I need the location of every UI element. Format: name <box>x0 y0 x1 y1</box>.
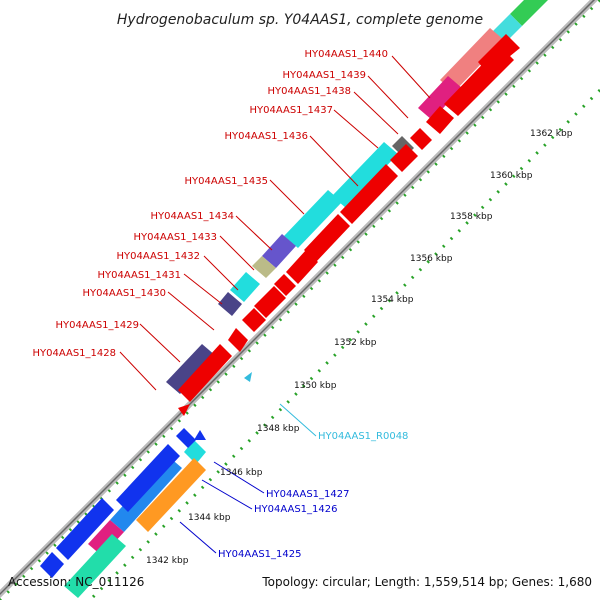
cog-block <box>418 76 462 120</box>
cog-track-outer <box>64 0 548 598</box>
tick-label: 1344 kbp <box>188 513 231 523</box>
gene-label-1429[interactable]: HY04AAS1_1429 <box>56 320 139 331</box>
genome-summary-text: Topology: circular; Length: 1,559,514 bp… <box>261 575 592 589</box>
cog-block <box>332 142 398 208</box>
gene-arrow-1430 <box>242 308 266 332</box>
tick-label: 1358 kbp <box>450 212 493 222</box>
gene-arrow-1431 <box>254 286 286 318</box>
gene-label-1426[interactable]: HY04AAS1_1426 <box>254 504 337 515</box>
gene-arrow-1429 <box>228 328 248 352</box>
gene-arrow-1428 <box>178 344 232 402</box>
gene-label-1427[interactable]: HY04AAS1_1427 <box>266 489 349 500</box>
tick-label: 1342 kbp <box>146 556 189 566</box>
gene-label-1432[interactable]: HY04AAS1_1432 <box>117 251 200 262</box>
gene-label-1430[interactable]: HY04AAS1_1430 <box>83 288 166 299</box>
gene-label-1439[interactable]: HY04AAS1_1439 <box>283 70 366 81</box>
gene-arrow-1437 <box>410 128 432 150</box>
tick-label: 1348 kbp <box>257 424 300 434</box>
gene-label-1438[interactable]: HY04AAS1_1438 <box>268 86 351 97</box>
tick-label: 1346 kbp <box>220 468 263 478</box>
gene-label-1434[interactable]: HY04AAS1_1434 <box>151 211 234 222</box>
cog-block <box>252 256 276 278</box>
reverse-gene-labels: HY04AAS1_1427 HY04AAS1_1426 HY04AAS1_142… <box>218 489 349 560</box>
tick-label: 1362 kbp <box>530 129 573 139</box>
cog-block <box>166 344 216 394</box>
gene-label-1433[interactable]: HY04AAS1_1433 <box>134 232 217 243</box>
accession-text: Accession: NC_011126 <box>8 575 144 589</box>
cog-block <box>88 520 124 556</box>
gene-arrow-1436 <box>390 144 418 172</box>
cog-block <box>510 0 548 26</box>
reverse-leader-lines <box>179 461 265 554</box>
gene-arrow-1438 <box>426 106 454 134</box>
gene-arrow-1435 <box>340 164 398 224</box>
cog-block <box>110 456 182 532</box>
rna-arrow-r0048 <box>244 372 252 382</box>
tick-label: 1352 kbp <box>334 338 377 348</box>
rna-leader-line <box>279 403 317 437</box>
gene-label-1425[interactable]: HY04AAS1_1425 <box>218 549 301 560</box>
gene-label-r0048[interactable]: HY04AAS1_R0048 <box>318 431 408 442</box>
tick-label: 1350 kbp <box>294 381 337 391</box>
cog-block <box>230 272 260 302</box>
forward-gene-labels: HY04AAS1_1440 HY04AAS1_1439 HY04AAS1_143… <box>33 49 388 359</box>
cog-block <box>218 292 242 316</box>
cog-block <box>440 28 504 92</box>
gene-arrow-1426 <box>116 444 180 512</box>
gene-arrow-1439 <box>444 46 514 116</box>
tick-label: 1356 kbp <box>410 254 453 264</box>
tick-label: 1360 kbp <box>490 171 533 181</box>
reverse-strand-genes <box>40 372 252 578</box>
gene-label-1435[interactable]: HY04AAS1_1435 <box>185 176 268 187</box>
gene-label-1440[interactable]: HY04AAS1_1440 <box>305 49 388 60</box>
cog-block <box>262 234 296 268</box>
cog-block <box>284 190 342 248</box>
gene-arrow-1433 <box>286 250 318 284</box>
gene-label-1437[interactable]: HY04AAS1_1437 <box>250 105 333 116</box>
forward-leader-lines <box>119 55 431 391</box>
gene-arrow-1434 <box>304 214 350 262</box>
kbp-tick-labels: 1342 kbp 1344 kbp 1346 kbp 1348 kbp 1350… <box>146 129 573 566</box>
gene-arrow-1427 <box>194 430 206 440</box>
gene-label-1436[interactable]: HY04AAS1_1436 <box>225 131 308 142</box>
gene-label-1428[interactable]: HY04AAS1_1428 <box>33 348 116 359</box>
tick-label: 1354 kbp <box>371 295 414 305</box>
gene-arrow-1432 <box>274 274 296 296</box>
forward-strand-genes <box>178 34 520 416</box>
cog-block <box>64 534 126 598</box>
gene-arrow-1425 <box>136 458 206 532</box>
gene-label-1431[interactable]: HY04AAS1_1431 <box>98 270 181 281</box>
map-title: Hydrogenobaculum sp. Y04AAS1, complete g… <box>117 12 483 28</box>
